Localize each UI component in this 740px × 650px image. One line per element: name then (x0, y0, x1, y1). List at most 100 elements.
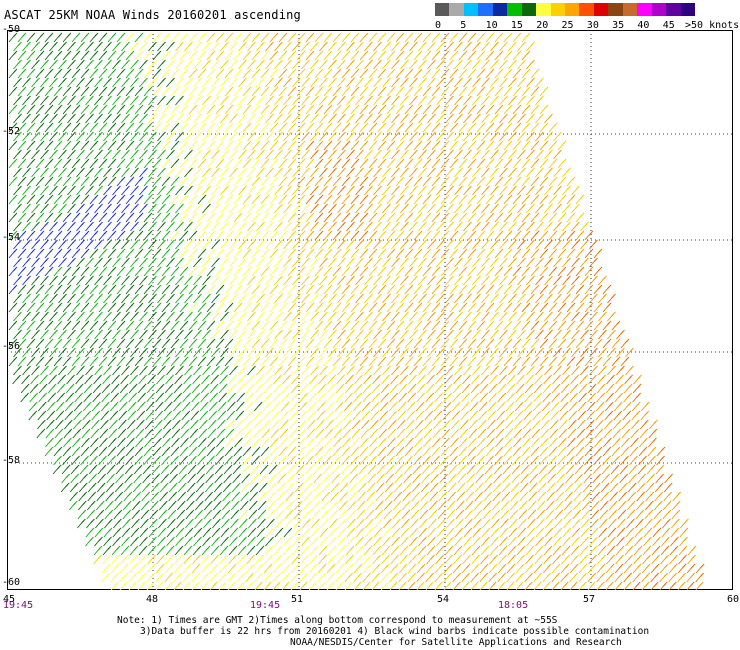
wind-barb (544, 113, 553, 124)
wind-barb (301, 77, 310, 88)
wind-barb (13, 347, 22, 358)
wind-barb (463, 221, 472, 232)
wind-barb (152, 68, 162, 79)
wind-barb (276, 482, 286, 493)
wind-barb (94, 536, 103, 547)
wind-barb (420, 491, 430, 502)
wind-barb (368, 455, 377, 466)
wind-barb (503, 302, 513, 313)
wind-barb (462, 554, 471, 565)
wind-barb (517, 149, 526, 160)
wind-barb (251, 194, 261, 205)
wind-barb (449, 356, 459, 367)
wind-barb (484, 464, 494, 475)
wind-barb (584, 230, 594, 241)
wind-barb (470, 383, 480, 394)
wind-barb (448, 464, 458, 475)
wind-barb (449, 86, 459, 97)
wind-barb (55, 401, 65, 412)
wind-barb (490, 41, 499, 52)
wind-barb (455, 509, 465, 520)
wind-barb (463, 329, 472, 340)
wind-barb (222, 491, 232, 502)
wind-barb (80, 158, 90, 169)
wind-barb (324, 428, 334, 439)
wind-barb (521, 68, 531, 79)
wind-barb (53, 338, 63, 349)
wind-barb (85, 185, 94, 196)
wind-barb (197, 320, 207, 331)
wind-barb (121, 113, 130, 124)
wind-barb (126, 428, 136, 439)
wind-barb (8, 50, 18, 61)
wind-barb (377, 158, 387, 169)
wind-barb (53, 266, 63, 277)
wind-barb (472, 185, 481, 196)
wind-barb (440, 446, 450, 457)
wind-barb (26, 212, 36, 223)
wind-barb (112, 167, 121, 178)
wind-barb (211, 329, 220, 340)
wind-barb (62, 104, 72, 115)
wind-barb (577, 419, 586, 430)
wind-barb (394, 473, 403, 484)
wind-barb (157, 347, 166, 358)
wind-barb (659, 572, 669, 583)
wind-barb (323, 212, 333, 223)
wind-barb (615, 554, 624, 565)
wind-barb (110, 563, 120, 574)
wind-barb (395, 194, 405, 205)
wind-barb (13, 59, 22, 70)
wind-barb (508, 275, 517, 286)
wind-barb (317, 581, 326, 590)
wind-barb (265, 329, 274, 340)
wind-barb (427, 113, 436, 124)
wind-barb (418, 293, 427, 304)
wind-barb (266, 509, 276, 520)
wind-barb (155, 392, 165, 403)
wind-barb (274, 221, 283, 232)
wind-barb (40, 95, 49, 106)
wind-barb (373, 95, 382, 106)
wind-barb (535, 275, 544, 286)
wind-barb (536, 518, 545, 529)
wind-barb (263, 383, 273, 394)
wind-barb (68, 500, 78, 511)
wind-barb (446, 500, 456, 511)
wind-barb (22, 347, 31, 358)
wind-barb (452, 581, 461, 590)
wind-barb (30, 374, 39, 385)
wind-barb (206, 176, 216, 187)
wind-barb (535, 527, 545, 538)
wind-barb (179, 302, 189, 313)
wind-barb (98, 86, 108, 97)
wind-barb (377, 68, 387, 79)
wind-barb (499, 527, 509, 538)
wind-barb (361, 401, 371, 412)
wind-barb (671, 509, 681, 520)
wind-barb (289, 419, 298, 430)
wind-barb (35, 338, 45, 349)
wind-barb (575, 320, 585, 331)
wind-barb (254, 572, 264, 583)
wind-barb (341, 302, 351, 313)
wind-barb (413, 32, 423, 43)
wind-barb (651, 545, 661, 556)
wind-barb (386, 140, 396, 151)
wind-barb (67, 149, 76, 160)
wind-barb (578, 392, 588, 403)
wind-barb (190, 410, 200, 421)
wind-barb (245, 581, 254, 590)
wind-barb (145, 419, 154, 430)
wind-barb (49, 77, 58, 88)
wind-barb (608, 509, 618, 520)
wind-barb (163, 419, 172, 430)
wind-barb (85, 113, 94, 124)
wind-barb (117, 428, 127, 439)
wind-barb (560, 581, 569, 590)
wind-barb (584, 356, 594, 367)
wind-barb (490, 95, 499, 106)
wind-barb (224, 140, 234, 151)
wind-barb (314, 266, 324, 277)
wind-barb (211, 185, 220, 196)
